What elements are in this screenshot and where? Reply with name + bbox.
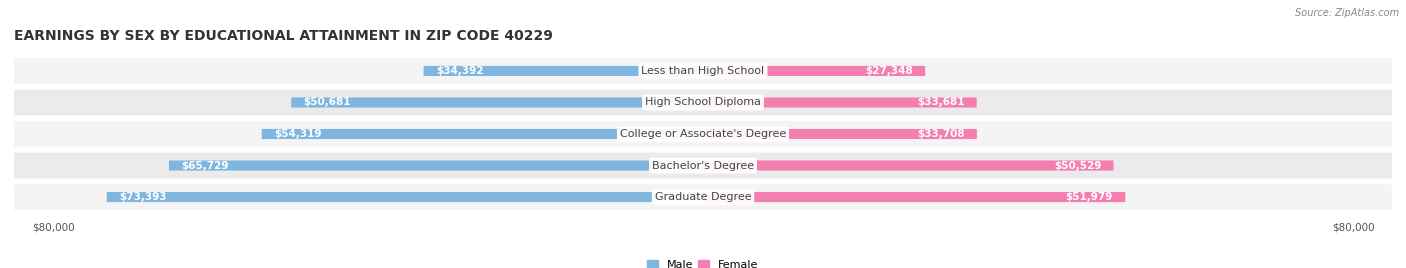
FancyBboxPatch shape	[703, 98, 977, 107]
FancyBboxPatch shape	[14, 90, 1392, 116]
Legend: Male, Female: Male, Female	[643, 255, 763, 268]
Text: Less than High School: Less than High School	[641, 66, 765, 76]
Text: College or Associate's Degree: College or Associate's Degree	[620, 129, 786, 139]
FancyBboxPatch shape	[169, 161, 703, 170]
FancyBboxPatch shape	[703, 161, 1114, 170]
FancyBboxPatch shape	[14, 152, 1392, 178]
Text: $54,319: $54,319	[274, 129, 322, 139]
Text: Bachelor's Degree: Bachelor's Degree	[652, 161, 754, 170]
FancyBboxPatch shape	[703, 129, 977, 139]
Text: EARNINGS BY SEX BY EDUCATIONAL ATTAINMENT IN ZIP CODE 40229: EARNINGS BY SEX BY EDUCATIONAL ATTAINMEN…	[14, 29, 553, 43]
Text: $50,681: $50,681	[304, 98, 352, 107]
FancyBboxPatch shape	[703, 66, 925, 76]
FancyBboxPatch shape	[14, 184, 1392, 210]
Text: $73,393: $73,393	[120, 192, 166, 202]
Text: $65,729: $65,729	[181, 161, 229, 170]
Text: $50,529: $50,529	[1054, 161, 1101, 170]
Text: Source: ZipAtlas.com: Source: ZipAtlas.com	[1295, 8, 1399, 18]
FancyBboxPatch shape	[703, 192, 1125, 202]
Text: Graduate Degree: Graduate Degree	[655, 192, 751, 202]
FancyBboxPatch shape	[14, 121, 1392, 147]
FancyBboxPatch shape	[423, 66, 703, 76]
Text: $51,979: $51,979	[1066, 192, 1114, 202]
FancyBboxPatch shape	[107, 192, 703, 202]
Text: High School Diploma: High School Diploma	[645, 98, 761, 107]
Text: $33,681: $33,681	[917, 98, 965, 107]
FancyBboxPatch shape	[14, 58, 1392, 84]
Text: $33,708: $33,708	[917, 129, 965, 139]
Text: $27,348: $27,348	[865, 66, 912, 76]
Text: $34,392: $34,392	[436, 66, 484, 76]
FancyBboxPatch shape	[291, 98, 703, 107]
FancyBboxPatch shape	[262, 129, 703, 139]
